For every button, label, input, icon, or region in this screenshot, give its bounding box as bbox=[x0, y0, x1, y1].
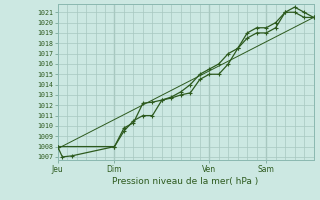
X-axis label: Pression niveau de la mer( hPa ): Pression niveau de la mer( hPa ) bbox=[112, 177, 259, 186]
